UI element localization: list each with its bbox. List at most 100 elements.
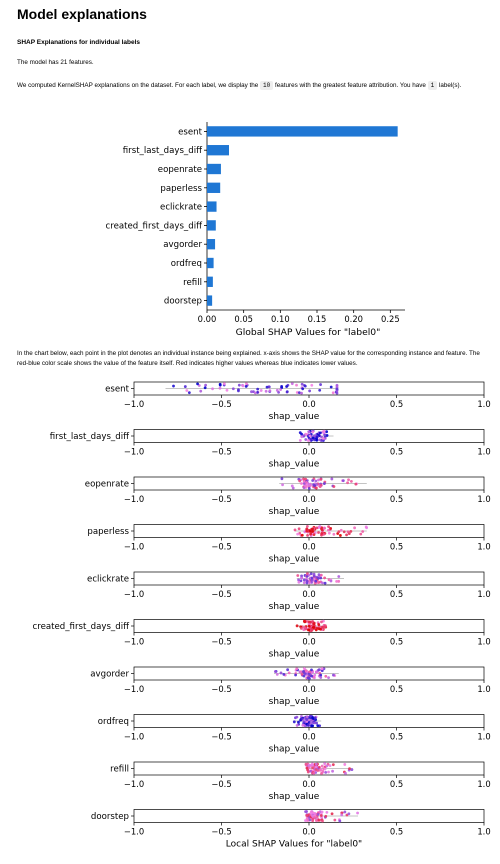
data-point bbox=[250, 390, 253, 394]
data-point bbox=[337, 579, 341, 583]
data-point bbox=[320, 810, 324, 814]
data-point bbox=[281, 483, 284, 487]
data-point bbox=[306, 676, 310, 680]
y-tick-label-eclickrate: eclickrate bbox=[160, 203, 202, 213]
data-point bbox=[323, 581, 327, 585]
data-point bbox=[317, 623, 321, 626]
x-tick-label: 0.0 bbox=[302, 447, 315, 457]
data-point bbox=[293, 528, 297, 532]
x-tick-label: 0.0 bbox=[302, 732, 315, 742]
data-point bbox=[312, 811, 315, 815]
data-point bbox=[310, 762, 314, 766]
data-point bbox=[304, 672, 307, 676]
data-point bbox=[341, 479, 345, 483]
x-axis-label: shap_value bbox=[269, 507, 320, 517]
x-tick-label: 0.5 bbox=[390, 827, 403, 837]
x-tick-label: −0.5 bbox=[211, 637, 231, 647]
data-point bbox=[222, 382, 226, 386]
data-point bbox=[307, 763, 311, 767]
bar-doorstep bbox=[207, 295, 213, 306]
beeswarm-panel-first-last-days-diff: first_last_days_diff −1.0 −0.5 0.0 0.5 1.0 sha… bbox=[50, 429, 491, 470]
x-tick-label: 0.0 bbox=[302, 637, 315, 647]
data-point bbox=[325, 434, 329, 437]
data-point bbox=[316, 769, 320, 772]
data-point bbox=[299, 670, 303, 674]
data-point bbox=[306, 770, 310, 774]
x-tick-label: −0.5 bbox=[211, 684, 231, 694]
beeswarm-panel-doorstep: doorstep −1.0 −0.5 0.0 0.5 1.0 Local SHAP Valu… bbox=[91, 809, 491, 850]
data-point bbox=[292, 720, 296, 724]
global-shap-bar-chart: esent first_last_days_diff eopenrate paperl… bbox=[106, 122, 405, 338]
bar-paperless bbox=[207, 182, 221, 193]
data-point bbox=[303, 384, 307, 388]
feature-label-eclickrate: eclickrate bbox=[87, 575, 129, 585]
x-tick-label: 1.0 bbox=[477, 494, 490, 504]
data-point bbox=[302, 674, 306, 678]
data-point bbox=[308, 483, 312, 487]
data-point bbox=[319, 383, 322, 386]
global-x-axis-label: Global SHAP Values for "label0" bbox=[236, 327, 381, 338]
data-point bbox=[361, 530, 365, 533]
data-point bbox=[303, 724, 307, 728]
data-point bbox=[275, 672, 279, 676]
data-point bbox=[321, 769, 325, 773]
data-point bbox=[335, 383, 339, 387]
x-tick-label: 1.0 bbox=[477, 779, 490, 789]
bar-refill bbox=[207, 276, 213, 287]
intro-text-after: label(s). bbox=[439, 82, 462, 89]
data-point bbox=[315, 721, 318, 725]
x-tick-label: 0.5 bbox=[390, 494, 403, 504]
local-shap-beeswarm-charts: esent−1.0 −0.5 0.0 0.5 1.0shap_valuefirst_la… bbox=[33, 381, 491, 850]
data-point bbox=[329, 579, 333, 583]
data-point bbox=[314, 670, 318, 674]
data-point bbox=[309, 532, 312, 536]
data-point bbox=[307, 430, 311, 434]
data-point bbox=[318, 525, 322, 528]
data-point bbox=[218, 382, 222, 386]
data-point bbox=[297, 527, 301, 531]
data-point bbox=[315, 435, 319, 439]
data-point bbox=[196, 382, 199, 386]
x-tick-label: −1.0 bbox=[124, 779, 144, 789]
data-point bbox=[299, 579, 303, 583]
data-point bbox=[350, 768, 354, 771]
x-axis-label: shap_value bbox=[269, 650, 320, 660]
data-point bbox=[297, 720, 300, 724]
data-point bbox=[273, 670, 277, 673]
data-point bbox=[297, 391, 301, 395]
x-tick-label: −1.0 bbox=[124, 827, 144, 837]
x-tick-label: −0.5 bbox=[211, 589, 231, 599]
data-point bbox=[300, 717, 303, 720]
data-point bbox=[295, 667, 299, 671]
data-point bbox=[297, 578, 300, 582]
data-point bbox=[330, 812, 334, 816]
data-point bbox=[324, 770, 328, 774]
data-point bbox=[331, 769, 334, 773]
x-tick-label: 0.5 bbox=[390, 637, 403, 647]
data-point bbox=[317, 668, 321, 672]
data-point bbox=[311, 670, 314, 674]
data-point bbox=[172, 384, 175, 388]
data-point bbox=[312, 771, 315, 775]
data-point bbox=[310, 383, 314, 387]
data-point bbox=[231, 387, 235, 391]
beeswarm-panel-eopenrate: eopenrate −1.0 −0.5 0.0 0.5 1.0 shap_value bbox=[85, 476, 491, 517]
data-point bbox=[332, 485, 336, 488]
data-point bbox=[329, 527, 333, 530]
data-point bbox=[347, 532, 351, 536]
data-point bbox=[294, 673, 297, 677]
data-point bbox=[309, 811, 313, 815]
x-tick-label: −0.5 bbox=[211, 732, 231, 742]
data-point bbox=[305, 766, 309, 770]
bar-created-first-days-diff bbox=[207, 220, 216, 231]
data-point bbox=[304, 477, 308, 481]
data-point bbox=[203, 386, 207, 390]
data-point bbox=[300, 574, 303, 578]
y-tick-label-refill: refill bbox=[183, 278, 202, 288]
data-point bbox=[337, 530, 341, 534]
data-point bbox=[268, 389, 272, 393]
data-point bbox=[323, 762, 327, 766]
data-point bbox=[314, 486, 318, 490]
data-point bbox=[327, 770, 330, 774]
data-point bbox=[319, 673, 323, 677]
